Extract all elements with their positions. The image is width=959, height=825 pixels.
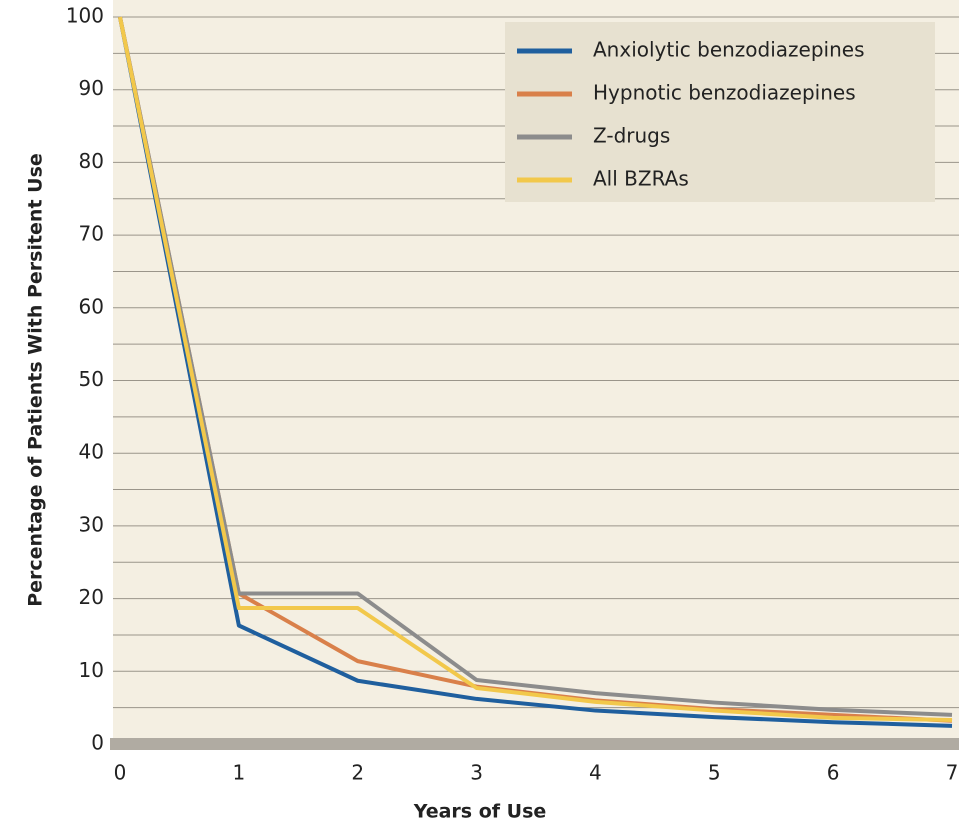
legend-label: Z-drugs — [593, 124, 670, 148]
y-tick-label: 90 — [79, 76, 104, 100]
x-tick-label: 4 — [589, 761, 602, 785]
x-tick-label: 2 — [351, 761, 364, 785]
x-tick-label: 1 — [232, 761, 245, 785]
x-tick-label: 6 — [827, 761, 840, 785]
data-line — [118, 16, 953, 717]
y-tick-label: 50 — [79, 367, 104, 391]
y-axis-title: Percentage of Patients With Persitent Us… — [25, 153, 47, 607]
x-tick-label: 7 — [946, 761, 959, 785]
x-tick-label: 3 — [470, 761, 483, 785]
y-tick-label: 0 — [91, 731, 104, 755]
data-line — [118, 16, 953, 728]
x-tick-label: 5 — [708, 761, 721, 785]
x-axis-title: Years of Use — [413, 801, 547, 823]
y-tick-label: 70 — [79, 222, 104, 246]
y-tick-label: 10 — [79, 658, 104, 682]
x-tick-label: 0 — [114, 761, 127, 785]
x-axis-bar — [110, 738, 959, 750]
y-tick-label: 40 — [79, 440, 104, 464]
y-tick-label: 80 — [79, 149, 104, 173]
y-tick-label: 30 — [79, 512, 104, 536]
y-tick-label: 60 — [79, 294, 104, 318]
y-tick-label: 20 — [79, 585, 104, 609]
legend-label: Anxiolytic benzodiazepines — [593, 38, 865, 62]
legend-label: Hypnotic benzodiazepines — [593, 81, 856, 105]
legend-box — [505, 22, 935, 202]
data-line — [118, 16, 953, 723]
legend-label: All BZRAs — [593, 167, 689, 191]
y-tick-label: 100 — [66, 4, 104, 28]
